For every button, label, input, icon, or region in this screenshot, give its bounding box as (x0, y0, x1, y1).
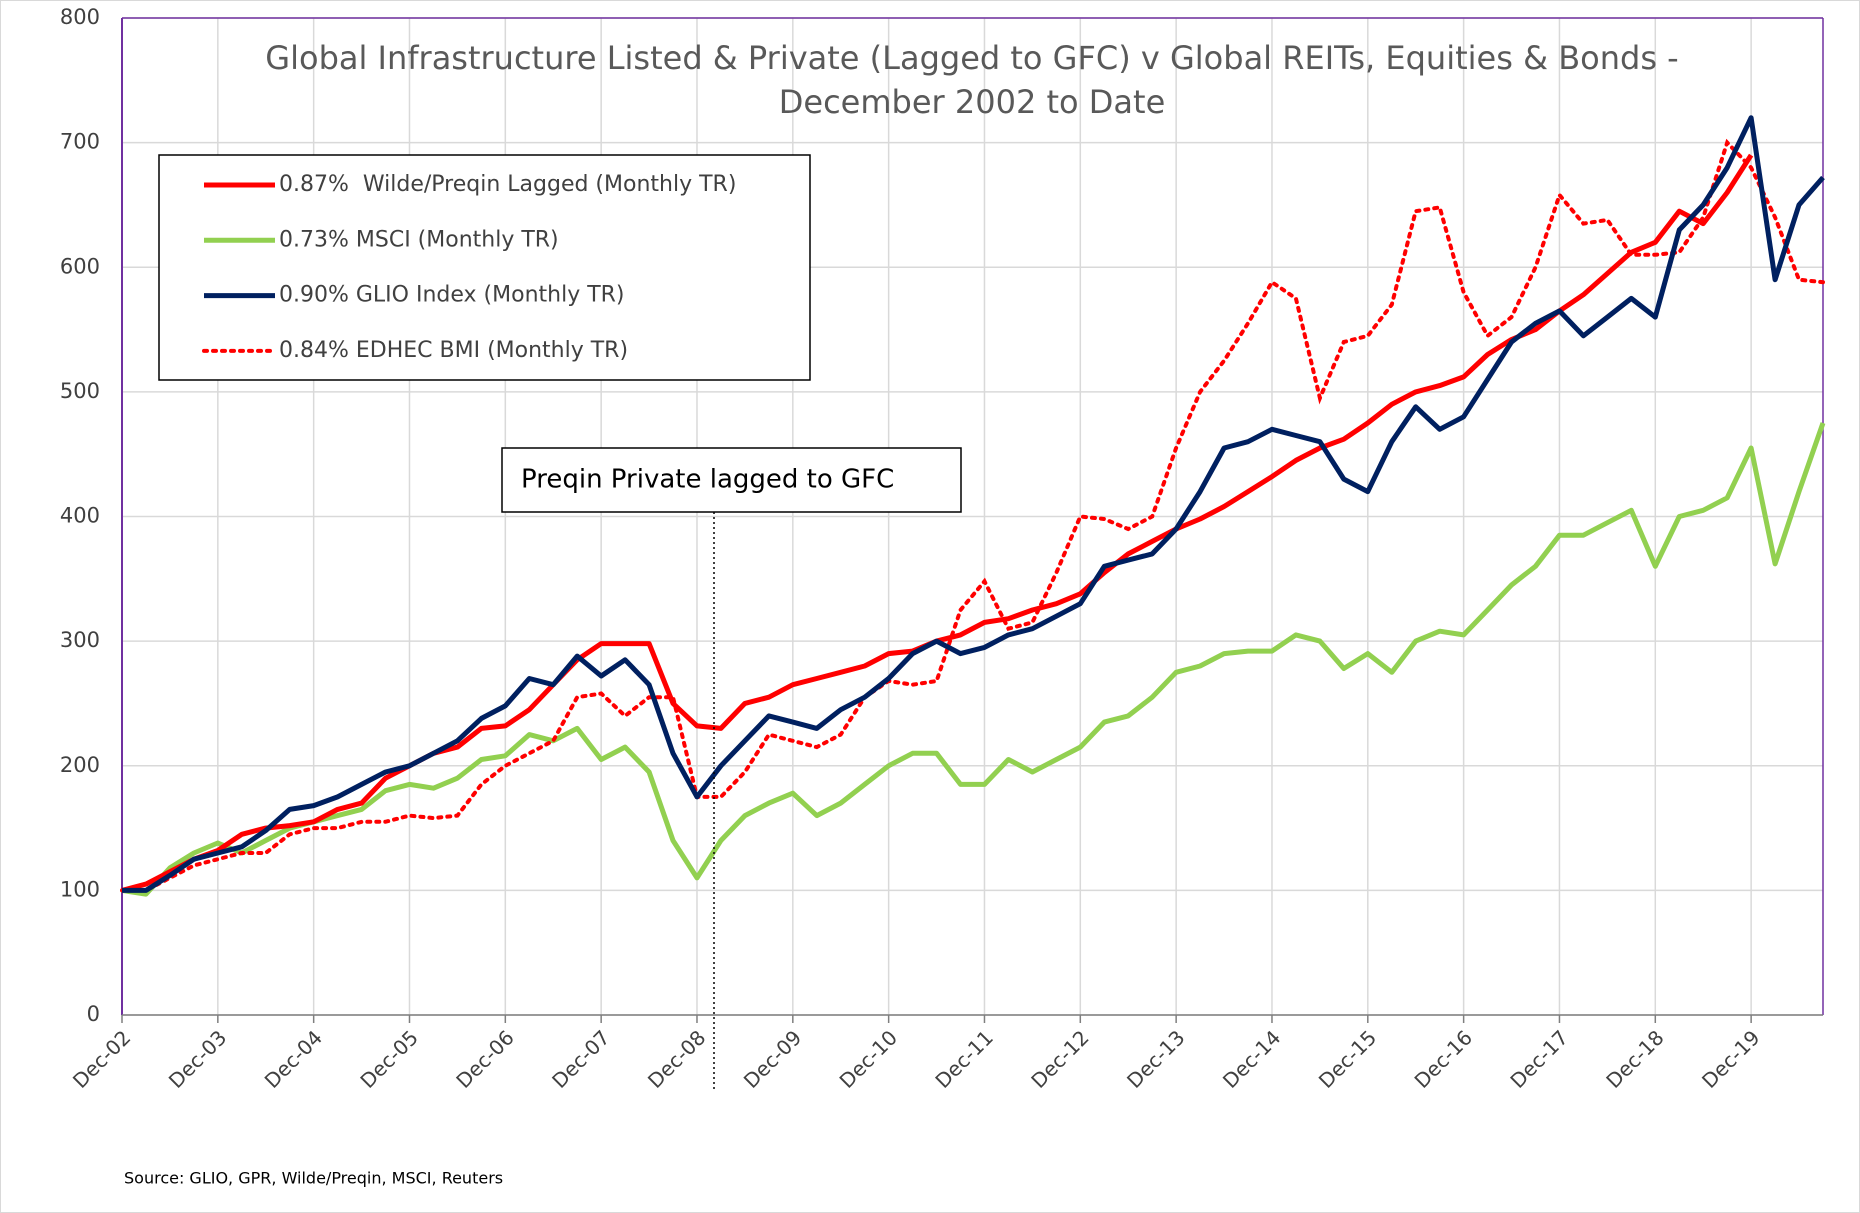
y-tick-label: 0 (87, 1002, 100, 1026)
y-tick-label: 100 (60, 877, 100, 901)
y-tick-label: 500 (60, 379, 100, 403)
y-tick-label: 200 (60, 753, 100, 777)
series-line (120, 138, 1825, 893)
series-line (122, 115, 1825, 893)
y-tick-label: 400 (60, 504, 100, 528)
legend-label: 0.87% Wilde/Preqin Lagged (Monthly TR) (279, 172, 736, 197)
legend-label: 0.90% GLIO Index (Monthly TR) (279, 283, 625, 308)
chart-title: Global Infrastructure Listed & Private (… (265, 39, 1679, 121)
legend-label: 0.84% EDHEC BMI (Monthly TR) (279, 338, 628, 363)
legend: 0.87% Wilde/Preqin Lagged (Monthly TR) 0.… (202, 172, 736, 363)
legend-box (158, 154, 811, 381)
y-tick-label: 800 (60, 5, 100, 29)
annotation-box (501, 447, 962, 513)
y-tick-label: 600 (60, 254, 100, 278)
y-tick-label: 700 (60, 130, 100, 154)
y-tick-label: 300 (60, 628, 100, 652)
series-lines (120, 115, 1826, 897)
legend-label: 0.73% MSCI (Monthly TR) (279, 227, 559, 252)
annotation: Preqin Private lagged to GFC (521, 465, 894, 495)
source-note: Source: GLIO, GPR, Wilde/Preqin, MSCI, R… (124, 1169, 503, 1188)
series-line (121, 422, 1826, 897)
